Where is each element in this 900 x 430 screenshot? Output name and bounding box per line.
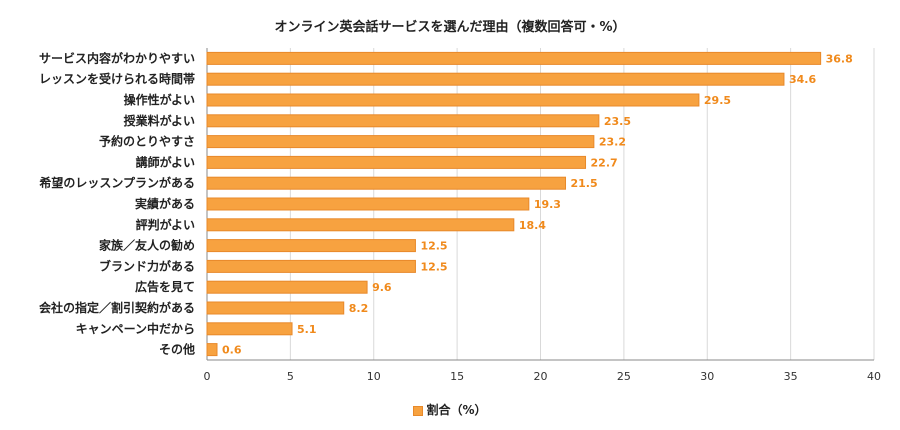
legend: 割合（%） (0, 401, 900, 418)
x-tick-label: 25 (617, 370, 631, 383)
x-tick-label: 0 (204, 370, 211, 383)
data-label: 36.8 (826, 52, 853, 65)
bar (206, 322, 293, 336)
legend-label: 割合（%） (426, 403, 487, 417)
data-label: 34.6 (789, 73, 816, 86)
category-label: 操作性がよい (124, 92, 195, 107)
category-label: 希望のレッスンプランがある (38, 175, 195, 190)
data-label: 9.6 (372, 281, 392, 294)
bar (206, 72, 785, 86)
bar (206, 218, 515, 232)
category-label: 会社の指定／割引契約がある (39, 300, 195, 315)
data-label: 29.5 (704, 94, 731, 107)
x-tick-label: 10 (367, 370, 381, 383)
bar (206, 301, 345, 315)
bar (206, 280, 368, 294)
bar (206, 51, 822, 65)
x-tick-label: 5 (287, 370, 294, 383)
bar (206, 93, 700, 107)
category-label: ブランド力がある (99, 258, 195, 273)
category-label: その他 (159, 342, 195, 357)
category-label: 予約のとりやすさ (99, 134, 195, 149)
bar (206, 114, 600, 128)
x-tick-label: 40 (867, 370, 881, 383)
data-label: 21.5 (571, 177, 598, 190)
bar (206, 135, 595, 149)
data-label: 12.5 (420, 260, 447, 273)
x-tick-label: 35 (784, 370, 798, 383)
category-label: 家族／友人の勧め (99, 238, 195, 253)
bar (206, 176, 567, 190)
data-label: 22.7 (591, 156, 618, 169)
category-label: 授業料がよい (124, 113, 195, 128)
category-label: キャンペーン中だから (76, 321, 195, 336)
x-tick-label: 30 (700, 370, 714, 383)
bar (206, 197, 530, 211)
bar (206, 259, 416, 273)
data-label: 19.3 (534, 198, 561, 211)
chart-title: オンライン英会話サービスを選んだ理由（複数回答可・%） (274, 20, 626, 35)
x-tick-label: 20 (534, 370, 548, 383)
category-label: サービス内容がわかりやすい (39, 50, 195, 65)
data-label: 12.5 (420, 240, 447, 253)
data-label: 23.2 (599, 136, 626, 149)
bar (206, 239, 416, 253)
data-label: 18.4 (519, 219, 546, 232)
data-label: 5.1 (297, 323, 317, 336)
category-label: 広告を見て (135, 279, 195, 294)
bar (206, 343, 218, 357)
data-label: 8.2 (349, 302, 369, 315)
x-tick-label: 15 (450, 370, 464, 383)
data-label: 23.5 (604, 115, 631, 128)
category-label: 実績がある (135, 196, 195, 211)
bar (206, 155, 587, 169)
data-label: 0.6 (222, 344, 242, 357)
category-label: 評判がよい (136, 217, 195, 232)
legend-swatch (413, 405, 424, 416)
category-label: 講師がよい (136, 154, 195, 169)
category-label: レッスンを受けられる時間帯 (39, 71, 195, 86)
